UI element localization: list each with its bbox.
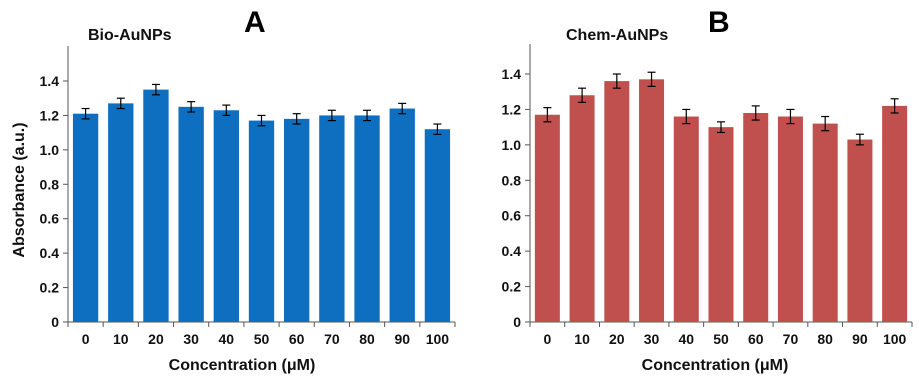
x-tick-label: 20 (148, 331, 164, 347)
bar (743, 112, 769, 322)
x-tick-label: 100 (426, 331, 450, 347)
x-tick-label: 100 (883, 331, 907, 347)
panel-b-letter: B (708, 6, 730, 39)
panel-a-axes: 0 0.2 0.4 0.6 0.8 1.0 1.2 1.4 0 10 20 30 40 50 60 70 80 9… (40, 46, 456, 347)
x-tick-label: 90 (852, 331, 868, 347)
panel-a-title: Bio-AuNPs (88, 27, 172, 44)
bar (534, 114, 560, 322)
y-tick-label: 1.0 (40, 142, 60, 158)
panel-a: A Bio-AuNPs Absorbance (a.u.) Concentrat… (11, 6, 456, 374)
bar (882, 105, 908, 322)
x-tick-label: 40 (678, 331, 694, 347)
bar (673, 116, 699, 322)
bar (213, 110, 239, 322)
bar (178, 106, 204, 322)
bar (72, 113, 99, 322)
y-tick-label: 0 (513, 314, 521, 330)
x-tick-label: 70 (783, 331, 799, 347)
panel-b-bars (534, 71, 908, 323)
bar (604, 81, 630, 322)
bar (569, 95, 595, 322)
bar (812, 123, 838, 322)
x-tick-label: 20 (609, 331, 625, 347)
x-tick-label: 80 (359, 331, 375, 347)
y-tick-label: 0.2 (40, 280, 60, 296)
bar (389, 108, 415, 323)
bar (284, 118, 310, 322)
x-tick-label: 60 (289, 331, 305, 347)
x-tick-label: 50 (254, 331, 270, 347)
panel-a-x-axis-label: Concentration (μM) (169, 357, 316, 374)
panel-a-bars (72, 83, 451, 323)
x-tick-label: 40 (219, 331, 235, 347)
x-tick-label: 60 (748, 331, 764, 347)
x-tick-label: 0 (543, 331, 551, 347)
y-tick-label: 0.6 (502, 208, 522, 224)
bar (248, 120, 275, 322)
panel-b-x-axis-label: Concentration (μM) (642, 357, 789, 374)
x-tick-label: 70 (324, 331, 340, 347)
x-tick-label: 0 (82, 331, 90, 347)
y-tick-label: 1.2 (502, 101, 522, 117)
panel-b: B Chem-AuNPs Concentration (μM) 00.20.40… (502, 6, 913, 374)
y-tick-label: 0 (51, 314, 59, 330)
bar (639, 79, 665, 322)
y-tick-label: 0.8 (502, 172, 522, 188)
y-tick-label: 1.0 (502, 137, 522, 153)
x-tick-label: 30 (183, 331, 199, 347)
y-tick-label: 0.4 (40, 245, 60, 261)
bar (847, 139, 873, 322)
y-tick-label: 1.4 (40, 73, 60, 89)
panel-b-title: Chem-AuNPs (566, 27, 668, 44)
y-tick-label: 0.6 (40, 211, 60, 227)
panel-a-y-axis-label: Absorbance (a.u.) (11, 122, 28, 257)
bar (708, 127, 734, 323)
bar (143, 89, 169, 322)
y-tick-label: 1.2 (40, 107, 60, 123)
y-tick-label: 0.4 (502, 243, 522, 259)
panel-b-axes: 0 0.2 0.4 0.6 0.8 1.0 1.2 1.4 0 10 20 30 40 50 60 70 80 9… (502, 44, 913, 347)
x-tick-label: 80 (817, 331, 833, 347)
x-tick-label: 30 (644, 331, 660, 347)
x-tick-label: 10 (574, 331, 590, 347)
y-tick-label: 1.4 (502, 66, 522, 82)
y-tick-label: 0.8 (40, 176, 60, 192)
x-tick-label: 10 (113, 331, 129, 347)
bar (424, 129, 451, 322)
x-tick-label: 50 (713, 331, 729, 347)
y-tick-label: 0.2 (502, 279, 522, 295)
bar (319, 115, 345, 322)
panel-a-letter: A (244, 6, 266, 39)
bar (777, 116, 803, 322)
x-tick-label: 90 (394, 331, 410, 347)
bar (354, 115, 380, 322)
bar (108, 103, 134, 322)
